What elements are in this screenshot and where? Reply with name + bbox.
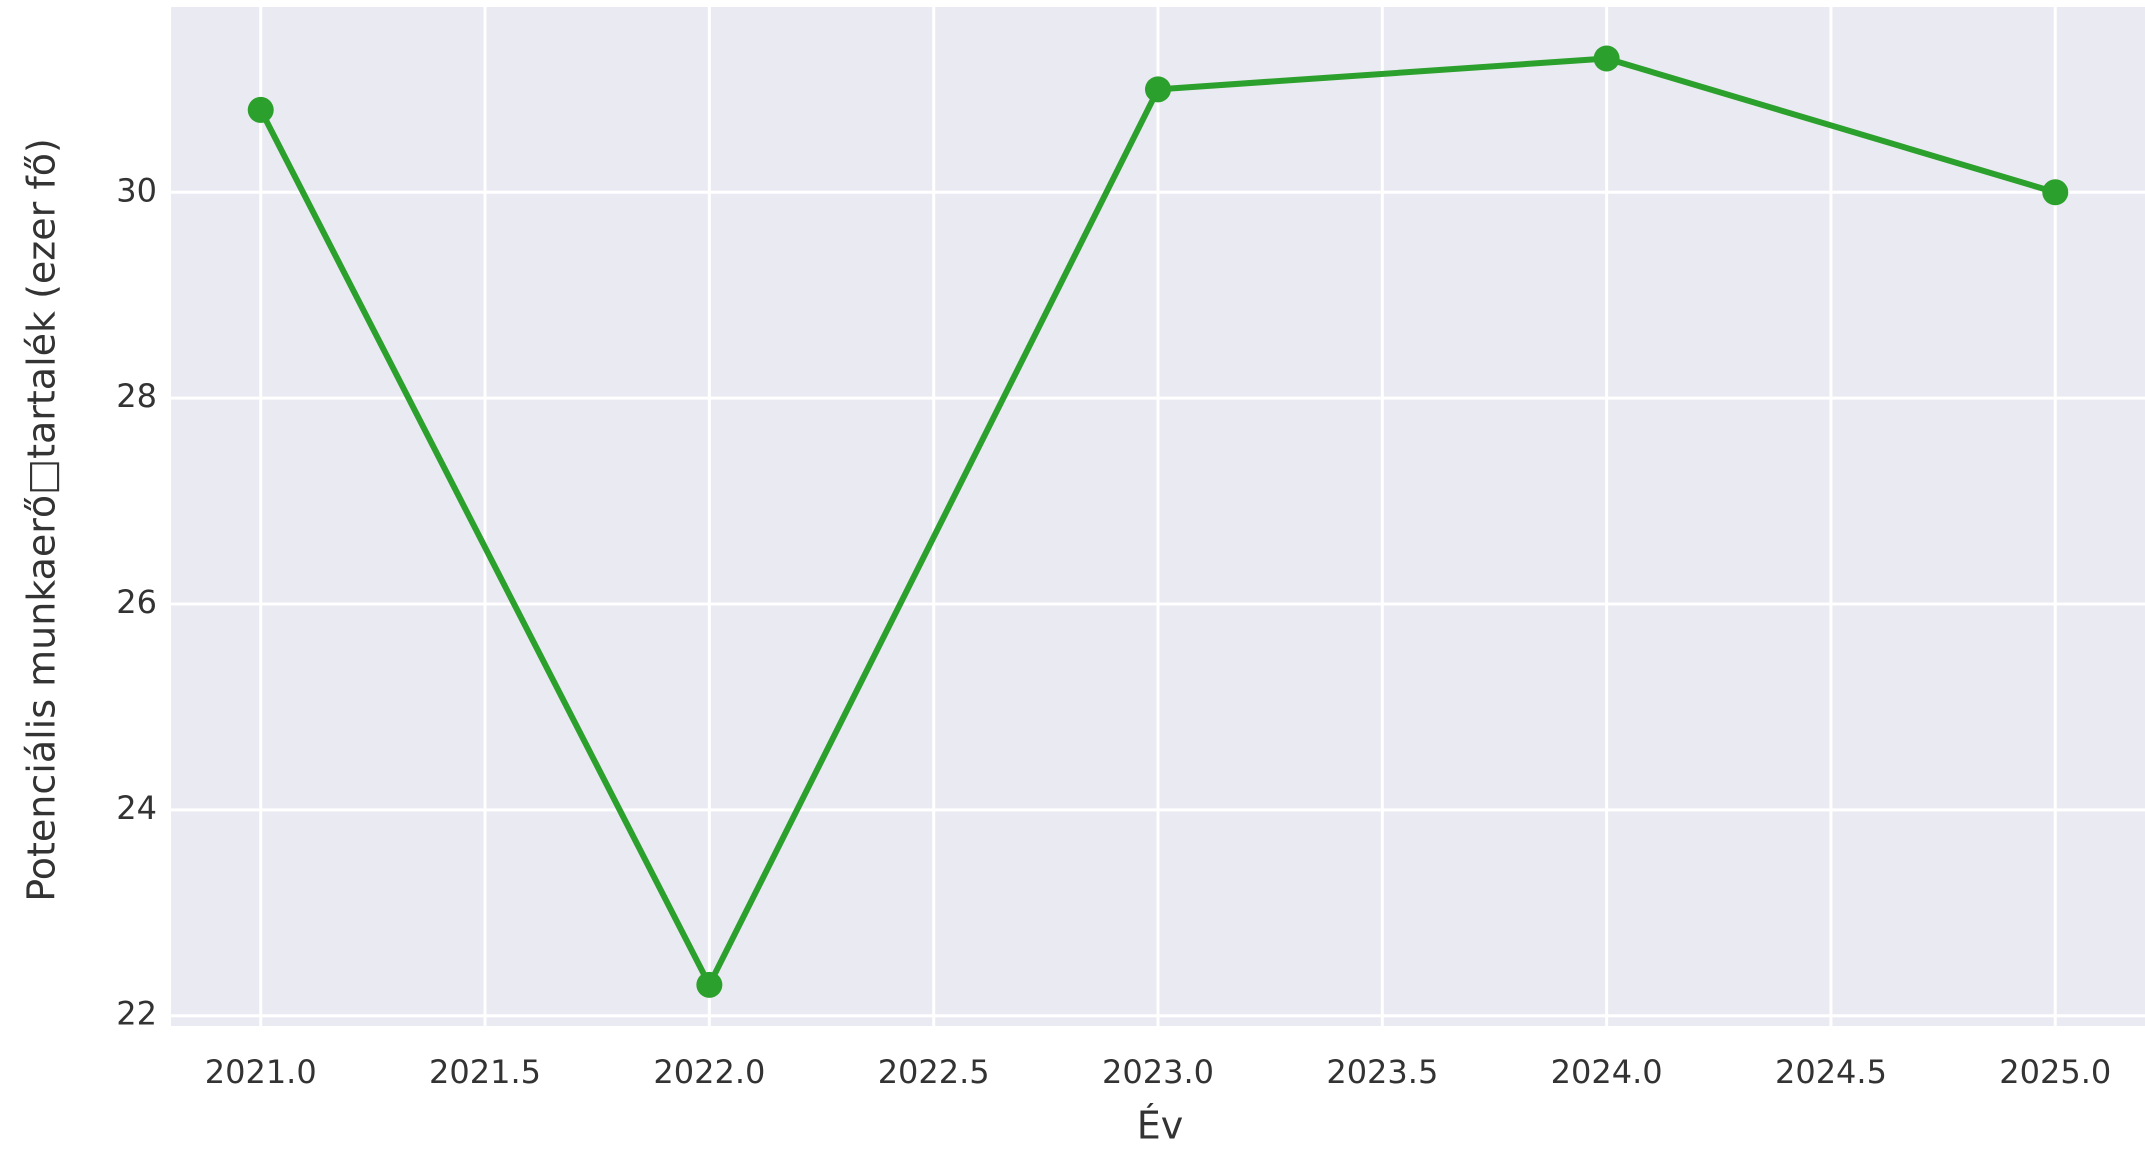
x-tick-label: 2025.0 [1999,1053,2111,1091]
y-tick-label: 28 [116,377,157,415]
x-tick-label: 2023.0 [1102,1053,1214,1091]
y-tick-label: 26 [116,583,157,621]
x-tick-label: 2024.5 [1775,1053,1887,1091]
x-tick-label: 2022.5 [878,1053,990,1091]
x-tick-label: 2022.0 [653,1053,765,1091]
marker [696,971,723,998]
x-tick-label: 2021.0 [205,1053,317,1091]
y-tick-label: 24 [116,789,157,827]
x-tick-label: 2023.5 [1326,1053,1438,1091]
y-tick-label: 22 [116,995,157,1033]
x-axis-label: Év [1137,1104,1184,1148]
marker [1145,76,1171,103]
y-tick-label: 30 [116,171,157,209]
marker [2042,179,2069,206]
x-tick-label: 2021.5 [429,1053,541,1091]
y-axis-label: Potenciális munkaerő□tartalék (ezer fő) [20,138,64,902]
x-tick-label: 2024.0 [1551,1053,1663,1091]
marker [1593,45,1620,72]
marker [247,96,274,123]
